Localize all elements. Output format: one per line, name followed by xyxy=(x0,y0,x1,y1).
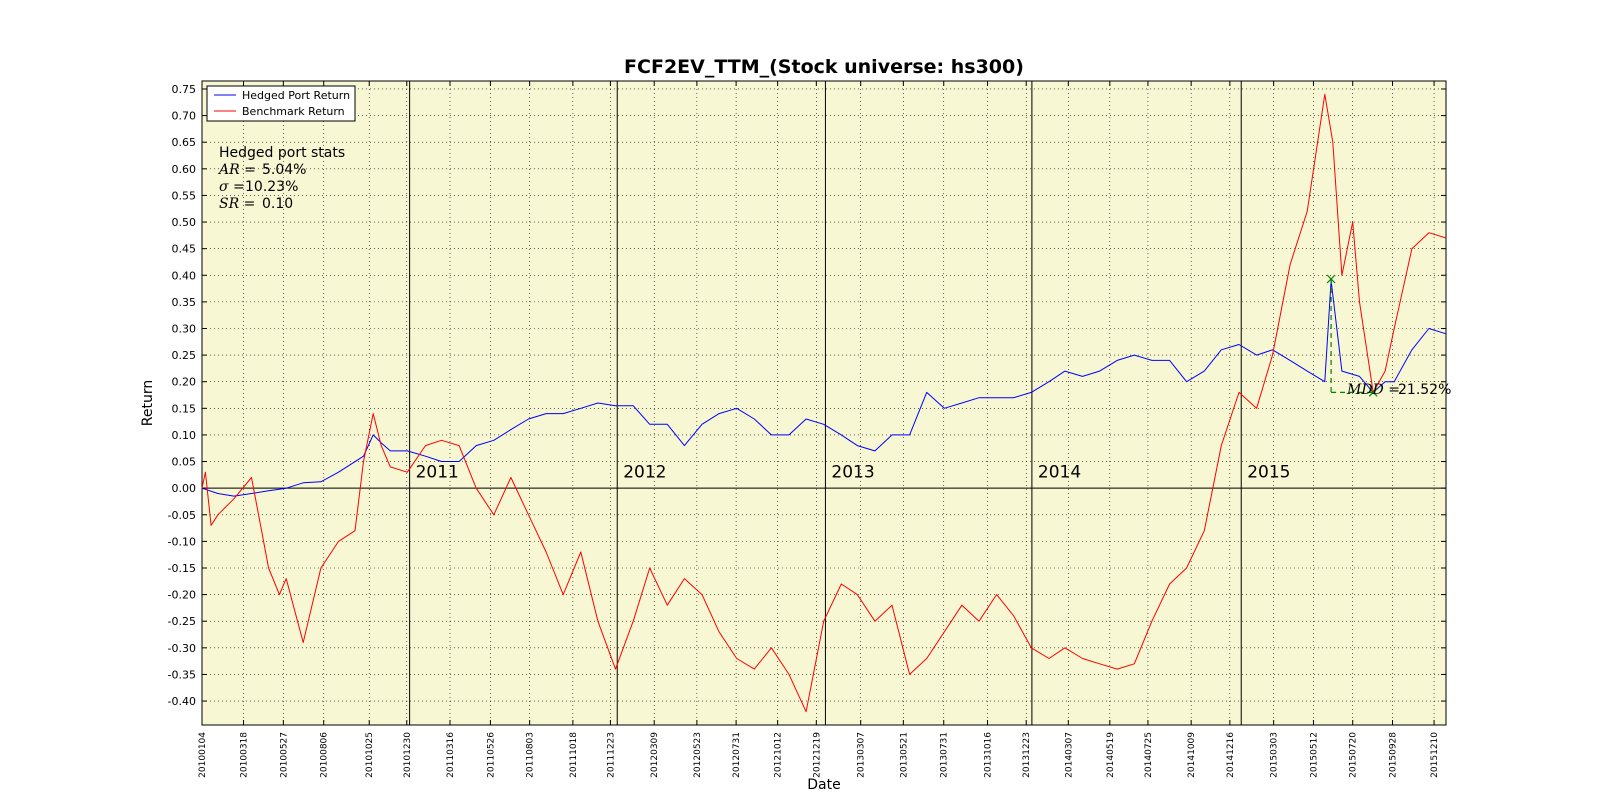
x-tick-label: 20130521 xyxy=(899,732,909,778)
y-axis-label: Return xyxy=(140,380,156,426)
x-tick-label: 20120731 xyxy=(732,732,742,778)
x-tick-label: 20100104 xyxy=(198,732,208,778)
x-tick-label: 20110526 xyxy=(486,732,496,778)
stats-sr-value: 0.10 xyxy=(262,196,293,212)
y-tick-label: -0.15 xyxy=(168,562,196,575)
x-tick-label: 20121219 xyxy=(812,732,822,778)
y-tick-label: -0.40 xyxy=(168,695,196,708)
y-tick-label: 0.65 xyxy=(172,136,197,149)
x-tick-label: 20151210 xyxy=(1430,732,1440,778)
y-tick-label: 0.55 xyxy=(172,189,197,202)
x-tick-label: 20110316 xyxy=(446,732,456,778)
benchmark-return-line xyxy=(201,93,1447,713)
mdd-trough-marker xyxy=(1368,387,1378,397)
year-label: 2015 xyxy=(1247,463,1290,483)
stats-box: Hedged port stats AR = 5.04% σ = 10.23% … xyxy=(217,145,345,212)
x-tick-label: 20141216 xyxy=(1226,732,1236,778)
x-axis: 20100104 20100318 20100527 20100806 20101025… xyxy=(198,81,1440,778)
year-label: 2013 xyxy=(831,463,874,483)
stats-heading: Hedged port stats xyxy=(219,145,345,161)
legend-label-hedged: Hedged Port Return xyxy=(242,89,350,102)
x-tick-label: 20101230 xyxy=(403,732,413,778)
x-tick-label: 20120309 xyxy=(650,732,660,778)
x-tick-label: 20140307 xyxy=(1064,732,1074,778)
legend-box xyxy=(206,85,356,122)
x-tick-label: 20130307 xyxy=(857,732,867,778)
x-tick-label: 20111223 xyxy=(606,732,616,778)
marker-stroke xyxy=(1326,274,1336,284)
marker-stroke xyxy=(1368,387,1378,397)
y-tick-label: -0.05 xyxy=(168,509,196,522)
y-tick-label: 0.60 xyxy=(172,163,197,176)
y-tick-label: 0.10 xyxy=(172,429,197,442)
y-tick-label: -0.20 xyxy=(168,589,196,602)
stats-ar-label: AR = xyxy=(217,162,256,178)
x-tick-label: 20140519 xyxy=(1106,732,1116,778)
y-tick-label: -0.30 xyxy=(168,642,196,655)
y-tick-label: 0.70 xyxy=(172,110,197,123)
year-label: 2014 xyxy=(1038,463,1081,483)
stats-sigma-label: σ = xyxy=(219,179,245,195)
y-tick-label: -0.35 xyxy=(168,668,196,681)
y-tick-label: 0.15 xyxy=(172,402,197,415)
y-tick-label: -0.10 xyxy=(168,535,196,548)
x-tick-label: 20131223 xyxy=(1022,732,1032,778)
x-tick-label: 20150928 xyxy=(1389,732,1399,778)
x-tick-label: 20150720 xyxy=(1349,732,1359,778)
x-tick-label: 20141009 xyxy=(1187,732,1197,778)
y-tick-label: 0.00 xyxy=(172,482,197,495)
year-label: 2011 xyxy=(416,463,459,483)
stats-sigma-value: 10.23% xyxy=(245,179,298,195)
x-tick-label: 20100318 xyxy=(240,732,250,778)
x-tick-label: 20100806 xyxy=(320,732,330,778)
y-tick-label: 0.75 xyxy=(172,83,197,96)
stats-ar-value: 5.04% xyxy=(262,162,306,178)
grid xyxy=(201,81,1446,725)
y-tick-label: 0.25 xyxy=(172,349,197,362)
y-tick-label: 0.50 xyxy=(172,216,197,229)
legend: Hedged Port Return Benchmark Return xyxy=(206,85,356,122)
mdd-annotation xyxy=(1326,274,1378,397)
x-tick-label: 20110803 xyxy=(526,732,536,778)
mdd-value: 21.52% xyxy=(1398,382,1451,398)
x-tick-label: 20131016 xyxy=(984,732,994,778)
x-axis-label: Date xyxy=(807,777,840,793)
x-tick-label: 20111018 xyxy=(569,732,579,778)
x-tick-label: 20120523 xyxy=(693,732,703,778)
y-tick-label: -0.25 xyxy=(168,615,196,628)
series-layer xyxy=(201,93,1447,713)
y-tick-label: 0.05 xyxy=(172,456,197,469)
x-tick-label: 20140725 xyxy=(1144,732,1154,778)
x-tick-label: 20150512 xyxy=(1309,732,1319,778)
x-tick-label: 20150303 xyxy=(1270,732,1280,778)
mdd-label: MDD = 21.52% xyxy=(1346,382,1451,398)
x-tick-label: 20121012 xyxy=(774,732,784,778)
year-label: 2012 xyxy=(623,463,666,483)
plot-area xyxy=(201,80,1447,726)
y-tick-label: 0.20 xyxy=(172,376,197,389)
y-tick-label: 0.40 xyxy=(172,269,197,282)
y-tick-label: 0.45 xyxy=(172,243,197,256)
legend-label-benchmark: Benchmark Return xyxy=(242,105,345,118)
x-tick-label: 20101025 xyxy=(365,732,375,778)
chart-title: FCF2EV_TTM_(Stock universe: hs300) xyxy=(624,56,1024,78)
x-tick-label: 20100527 xyxy=(279,732,289,778)
hedged-port-return-line xyxy=(201,280,1447,497)
y-tick-label: 0.30 xyxy=(172,322,197,335)
x-tick-label: 20130731 xyxy=(940,732,950,778)
y-axis: 0.75 0.70 0.65 0.60 0.55 0.50 0.45 0.40 0.35 0.30… xyxy=(168,83,1446,708)
mdd-label-text: MDD = xyxy=(1346,382,1400,398)
y-tick-label: 0.35 xyxy=(172,296,197,309)
stats-sr-label: SR = xyxy=(219,196,255,212)
mdd-peak-marker xyxy=(1326,274,1336,284)
